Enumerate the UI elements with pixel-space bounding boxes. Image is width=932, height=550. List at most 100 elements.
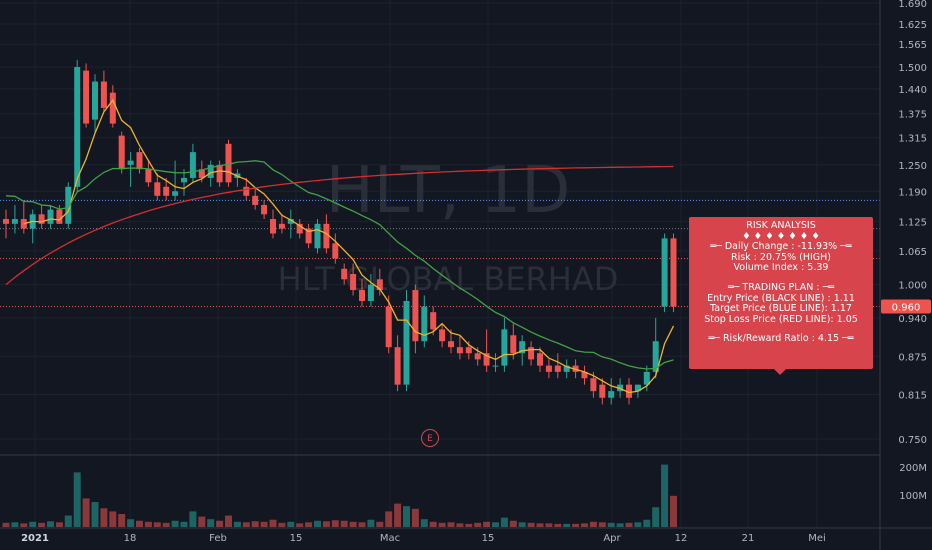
candle-body: [100, 81, 107, 108]
candle-body: [136, 152, 143, 170]
volume-bar: [670, 495, 677, 527]
volume-bar: [29, 521, 37, 527]
time-tick-label: 15: [482, 533, 495, 544]
price-tick-label: 1.125: [898, 217, 927, 228]
price-tick-label: 0.940: [898, 314, 927, 325]
volume-bar: [127, 519, 135, 527]
entry-price: Entry Price (BLACK LINE) : 1.11: [707, 292, 855, 304]
price-axis-background: [880, 0, 932, 550]
candle-body: [474, 353, 481, 360]
candle-body: [670, 238, 677, 307]
risk-diamonds: ♦ ♦ ♦ ♦ ♦ ♦ ♦: [742, 230, 820, 242]
candle-body: [270, 219, 276, 234]
volume-bar: [287, 521, 295, 527]
volume-bars: [2, 464, 677, 527]
volume-bar: [643, 519, 651, 527]
volume-bar: [251, 521, 259, 527]
time-tick-label: Feb: [209, 533, 227, 544]
candle-body: [341, 268, 348, 280]
volume-bar: [242, 522, 250, 527]
current-price-value: 0.960: [892, 303, 921, 314]
volume-bar: [82, 498, 90, 527]
risk-box-pointer: [774, 369, 786, 375]
time-tick-label: 2021: [21, 533, 49, 544]
candle-body: [403, 300, 410, 385]
volume-axis: 200M 100M: [899, 463, 927, 502]
candle-body: [367, 284, 374, 301]
time-tick-label: Mac: [380, 533, 400, 544]
price-tick-label: 1.500: [898, 63, 927, 74]
candle-body: [581, 371, 588, 379]
time-axis[interactable]: 2021 18 Feb 15 Mac 15 Apr 12 21 Mei: [21, 533, 826, 544]
price-tick-label: 1.000: [898, 281, 927, 292]
volume-bar: [55, 522, 63, 527]
price-tick-label: 0.750: [898, 435, 927, 446]
volume-bar: [198, 516, 206, 527]
risk-reward-ratio: ═─ Risk/Reward Ratio : 4.15 ─═: [708, 333, 854, 345]
volume-bar: [652, 507, 660, 527]
candle-body: [554, 365, 561, 372]
candle-body: [510, 335, 517, 354]
price-tick-label: 1.690: [898, 0, 927, 10]
volume-bar: [661, 464, 669, 527]
candle-body: [189, 152, 196, 178]
price-tick-label: 0.815: [898, 390, 927, 401]
price-tick-label: 1.440: [898, 85, 927, 96]
candle-body: [394, 347, 401, 385]
candle-body: [492, 365, 499, 367]
price-tick-label: 1.625: [898, 20, 927, 31]
candle-body: [145, 169, 152, 183]
ma-short-line: [23, 98, 675, 394]
volume-bar: [269, 519, 277, 527]
volume-bar: [358, 522, 366, 527]
candle-body: [154, 182, 161, 196]
volume-bar: [554, 523, 562, 527]
volume-bar: [625, 522, 633, 527]
candle-body: [439, 329, 446, 342]
candle-body: [608, 391, 615, 398]
volume-bar: [420, 519, 428, 527]
ma-long-line: [5, 165, 674, 286]
candle-body: [74, 67, 81, 187]
candle-body: [323, 223, 330, 249]
volume-tick-label: 200M: [899, 463, 927, 474]
volume-bar: [144, 521, 152, 527]
volume-bar: [349, 521, 357, 527]
candle-body: [448, 341, 454, 348]
price-tick-label: 1.315: [898, 134, 927, 145]
candlesticks: [3, 59, 677, 405]
earnings-marker-icon[interactable]: E: [421, 429, 439, 447]
volume-bar: [492, 522, 499, 527]
volume-bar: [314, 520, 321, 527]
volume-bar: [109, 511, 117, 527]
stop-loss-price: Stop Loss Price (RED LINE): 1.05: [704, 313, 858, 325]
volume-bar: [500, 517, 508, 527]
risk-daily-change: ═─ Daily Change : -11.93% ─═: [710, 241, 852, 253]
volume-bar: [100, 508, 108, 527]
volume-bar: [73, 472, 81, 527]
volume-bar: [581, 523, 588, 527]
candle-body: [545, 365, 552, 372]
volume-bar: [438, 522, 446, 527]
candle-body: [359, 290, 365, 301]
volume-bar: [385, 511, 393, 527]
candle-body: [127, 160, 134, 165]
price-axis[interactable]: 1.690 1.625 1.565 1.500 1.440 1.375 1.315 1.250…: [898, 0, 927, 446]
current-price-label: 0.960: [881, 299, 931, 314]
time-tick-label: 12: [675, 533, 688, 544]
volume-bar: [2, 522, 10, 527]
candle-body: [501, 329, 508, 366]
volume-bar: [340, 520, 348, 527]
volume-bar: [118, 514, 126, 527]
price-tick-label: 0.875: [898, 352, 927, 363]
volume-bar: [216, 520, 224, 527]
candle-body: [528, 347, 535, 360]
candle-body: [652, 341, 659, 372]
price-tick-label: 1.565: [898, 40, 927, 51]
candle-body: [634, 384, 641, 392]
volume-bar: [260, 521, 268, 527]
volume-bar: [278, 522, 286, 527]
volume-bar: [180, 521, 188, 527]
volume-bar: [64, 515, 72, 527]
